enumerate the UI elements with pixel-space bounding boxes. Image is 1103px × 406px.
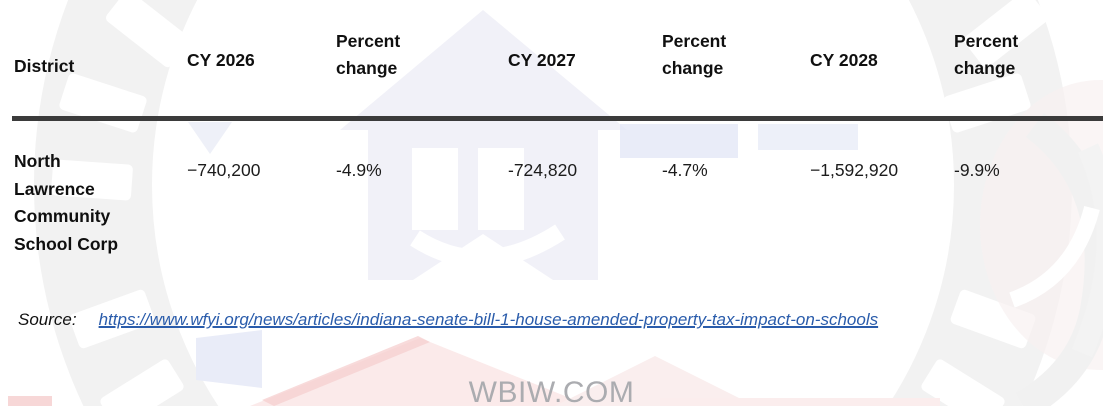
district-name-cell: North Lawrence Community School Corp — [14, 151, 119, 254]
cy2027-value-cell: -724,820 — [508, 160, 578, 180]
col-header-cy2026: CY 2026 — [187, 50, 255, 70]
col-header-cy2028: CY 2028 — [810, 50, 878, 70]
table-row: North Lawrence Community School Corp −74… — [0, 148, 1103, 258]
wbiw-site-watermark: WBIW.COM — [468, 376, 635, 406]
col-header-pct-2027: Percent change — [662, 31, 727, 78]
table-header-row: District CY 2026 Percent change CY 2027 … — [0, 20, 1103, 82]
cy2028-value-cell: −1,592,920 — [810, 160, 899, 180]
col-header-pct-2026: Percent change — [336, 31, 401, 78]
table-content: District CY 2026 Percent change CY 2027 … — [0, 20, 1103, 330]
pct2027-value-cell: -4.7% — [662, 160, 708, 180]
cy2026-value-cell: −740,200 — [187, 160, 261, 180]
pct2028-value-cell: -9.9% — [954, 160, 1000, 180]
pct2026-value-cell: -4.9% — [336, 160, 382, 180]
col-header-cy2027: CY 2027 — [508, 50, 576, 70]
col-header-district: District — [14, 56, 75, 76]
source-line: Source: https://www.wfyi.org/news/article… — [0, 310, 1103, 330]
source-url-link[interactable]: https://www.wfyi.org/news/articles/india… — [98, 310, 879, 329]
col-header-pct-2028: Percent change — [954, 31, 1019, 78]
source-label: Source: — [18, 310, 77, 329]
header-divider-rule — [12, 116, 1103, 121]
